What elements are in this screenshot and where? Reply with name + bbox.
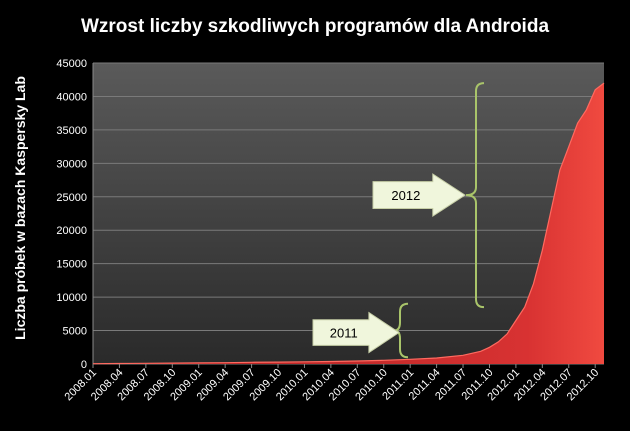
annotations: 2011 2012 [312,82,485,359]
y-tick-label: 30000 [56,158,87,170]
series-area-edge [92,82,605,365]
arrow-shape [312,311,400,354]
annotation-label: 2012 [391,188,420,203]
y-axis-label: Liczba próbek w bazach Kaspersky Lab [12,76,28,340]
y-tick-label: 15000 [56,259,87,271]
series-area [92,82,605,365]
y-tick-label: 25000 [56,192,87,204]
y-tick-label: 35000 [56,125,87,137]
y-tick-label: 20000 [56,225,87,237]
y-axis-ticks: 0 5000 10000 15000 20000 25000 30000 35000 40000… [56,58,87,371]
arrow-shape [372,173,466,218]
annotation-arrow-2012: 2012 [372,173,466,218]
y-tick-label: 5000 [63,326,87,338]
annotation-arrow-2011: 2011 [312,311,400,354]
chart-title: Wzrost liczby szkodliwych programów dla … [80,16,550,37]
y-tick-label: 40000 [56,91,87,103]
plot-area [93,63,604,364]
y-tick-label: 45000 [56,58,87,70]
x-axis-ticks: 2008.012008.042008.072008.102009.012009.… [63,364,601,403]
series-area-fill [93,83,604,364]
annotation-brace [465,82,485,309]
annotation-label: 2011 [330,326,358,341]
y-tick-label: 0 [81,359,87,371]
y-tick-label: 10000 [56,292,87,304]
